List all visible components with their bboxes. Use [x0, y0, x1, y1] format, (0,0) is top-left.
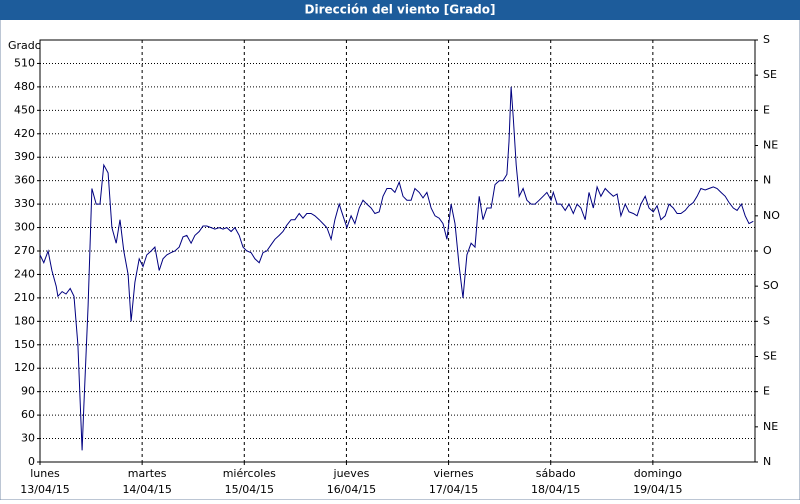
y-tick-label: 330 [14, 197, 35, 210]
x-tick-date: 13/04/15 [20, 483, 69, 496]
y2-tick-label: S [763, 314, 770, 327]
y-tick-label: 30 [21, 432, 35, 445]
y-tick-label: 60 [21, 408, 35, 421]
x-tick-date: 17/04/15 [429, 483, 478, 496]
y-tick-label: 0 [28, 455, 35, 468]
x-tick-label: viernes [434, 467, 474, 480]
y2-tick-label: S [763, 33, 770, 46]
x-tick-label: jueves [333, 467, 370, 480]
y-tick-label: 120 [14, 361, 35, 374]
x-tick-date: 19/04/15 [633, 483, 682, 496]
y2-tick-label: NO [763, 209, 780, 222]
title-bar [0, 0, 800, 20]
y-tick-label: 90 [21, 385, 35, 398]
y-tick-label: 360 [14, 174, 35, 187]
y2-tick-label: NE [763, 420, 778, 433]
y-axis-label: Grado [8, 39, 42, 52]
data-line [39, 86, 754, 451]
x-tick-date: 18/04/15 [531, 483, 580, 496]
y2-tick-label: O [763, 244, 772, 257]
x-tick-label: martes [128, 467, 167, 480]
y2-tick-label: SE [763, 350, 777, 363]
y-tick-label: 480 [14, 80, 35, 93]
x-tick-label: sábado [536, 467, 576, 480]
y-tick-label: 510 [14, 56, 35, 69]
y-tick-label: 150 [14, 338, 35, 351]
y2-tick-label: SE [763, 68, 777, 81]
x-tick-label: domingo [634, 467, 682, 480]
y-tick-label: 450 [14, 103, 35, 116]
y2-tick-label: NE [763, 139, 778, 152]
x-tick-label: miércoles [223, 467, 276, 480]
y-tick-label: 240 [14, 267, 35, 280]
chart-title: Dirección del viento [Grado] [305, 3, 496, 17]
y-tick-label: 210 [14, 291, 35, 304]
y-tick-label: 270 [14, 244, 35, 257]
x-tick-date: 14/04/15 [122, 483, 171, 496]
y2-tick-label: SO [763, 279, 779, 292]
y-tick-label: 180 [14, 314, 35, 327]
y2-tick-label: E [763, 385, 770, 398]
x-tick-date: 16/04/15 [327, 483, 376, 496]
y-tick-label: 300 [14, 221, 35, 234]
y2-tick-label: E [763, 103, 770, 116]
x-tick-label: lunes [30, 467, 60, 480]
y-tick-label: 420 [14, 127, 35, 140]
y-tick-label: 390 [14, 150, 35, 163]
x-tick-date: 15/04/15 [225, 483, 274, 496]
y2-tick-label: N [763, 174, 771, 187]
y2-tick-label: N [763, 455, 771, 468]
